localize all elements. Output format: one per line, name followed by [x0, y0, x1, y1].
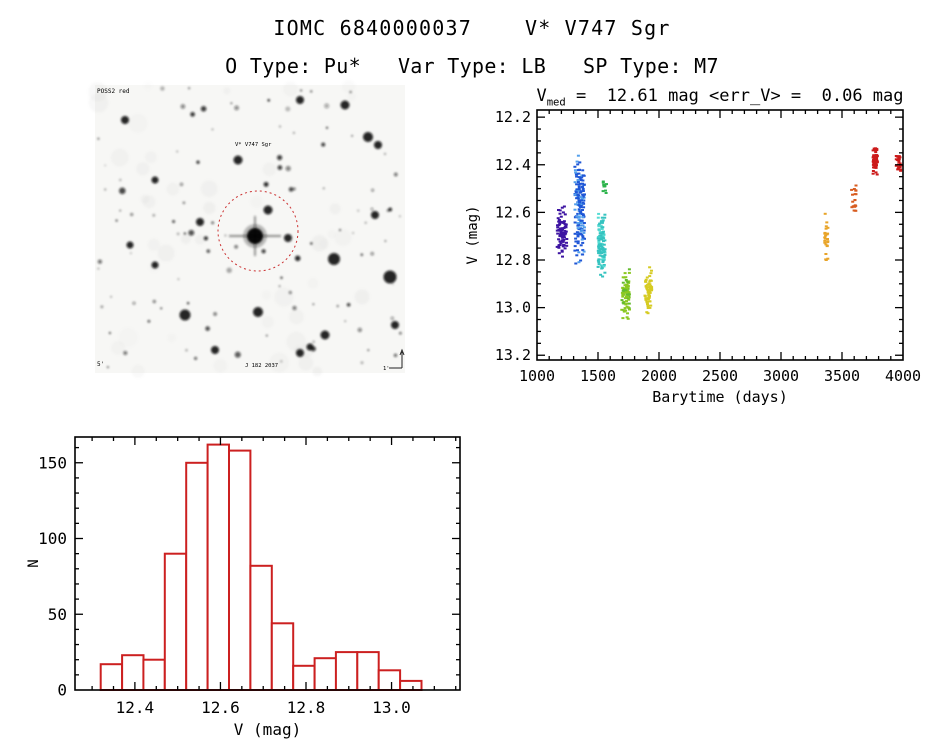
- histogram-axes: [74, 436, 461, 691]
- histogram-bar: [163, 552, 188, 691]
- histogram-bar: [356, 651, 380, 692]
- vmed-value-text: = 12.61 mag <err_V> = 0.06 mag: [565, 86, 904, 106]
- lc-x-tick-label: 2000: [641, 367, 677, 385]
- lc-y-axis-label: V (mag): [465, 205, 481, 264]
- histogram-bar: [313, 657, 338, 691]
- chart-scale-left-label: 5': [97, 361, 104, 368]
- lc-cluster-epoch-7: [850, 184, 858, 212]
- compass-icon: [389, 348, 405, 369]
- hist-y-tick-label: 100: [38, 529, 67, 548]
- histogram-bar: [206, 443, 231, 691]
- lc-y-tick-label: 12.8: [495, 251, 531, 269]
- lc-cluster-epoch-6: [823, 212, 830, 261]
- histogram-bar: [185, 461, 209, 691]
- page-subtitle: O Type: Pu* Var Type: LB SP Type: M7: [225, 54, 719, 78]
- histogram-bar: [228, 449, 252, 691]
- vmed-symbol: V: [536, 86, 547, 106]
- lc-cluster-epoch-3b: [601, 180, 608, 194]
- lc-cluster-epoch-5: [643, 266, 654, 315]
- lc-x-tick-label: 4000: [885, 367, 921, 385]
- histogram-bar: [270, 622, 295, 691]
- hist-x-tick-label: 12.8: [287, 698, 326, 717]
- lc-y-tick-label: 12.6: [495, 203, 531, 221]
- vmed-subscript: med: [546, 96, 566, 109]
- hist-y-axis-label: N: [26, 559, 42, 567]
- lc-x-tick-label: 2500: [702, 367, 738, 385]
- hist-y-tick-label: 0: [57, 681, 67, 700]
- lightcurve-axes: [536, 109, 904, 361]
- lc-cluster-epoch-2: [573, 154, 586, 265]
- histogram-bars: [99, 443, 423, 692]
- histogram-bar: [399, 679, 423, 691]
- lc-y-tick-label: 13.0: [495, 299, 531, 317]
- histogram-plot: 12.4 12.6 12.8 13.0 0 50 100 150 V (mag) N: [26, 436, 461, 739]
- page-title: IOMC 6840000037 V* V747 Sgr: [273, 16, 671, 40]
- chart-scale-right-label: 1': [383, 366, 390, 372]
- lc-y-tick-label: 12.4: [495, 156, 531, 174]
- hist-x-tick-label: 12.4: [116, 698, 155, 717]
- target-star: [229, 216, 281, 256]
- hist-x-tick-label: 12.6: [201, 698, 240, 717]
- lc-y-tick-label: 13.2: [495, 346, 531, 364]
- chart-star-name-label: V* V747 Sgr: [235, 142, 272, 148]
- histogram-bar: [334, 651, 359, 692]
- finding-chart-image: POSS2 red V* V747 Sgr 5' J 182 2037 1': [88, 80, 405, 378]
- lc-cluster-epoch-9: [894, 155, 903, 172]
- lc-cluster-epoch-3: [596, 212, 607, 278]
- target-circle: [217, 190, 299, 272]
- chart-survey-label: POSS2 red: [97, 88, 130, 95]
- lc-x-tick-label: 1000: [519, 367, 555, 385]
- lightcurve-stats-title: Vmed = 12.61 mag <err_V> = 0.06 mag: [480, 86, 944, 108]
- lc-x-tick-label: 1500: [580, 367, 616, 385]
- hist-y-tick-label: 50: [48, 605, 67, 624]
- star-field: [97, 86, 402, 368]
- lc-cluster-epoch-8: [871, 147, 879, 176]
- histogram-bar: [292, 664, 316, 692]
- histogram-bar: [99, 663, 124, 691]
- histogram-bar: [121, 654, 145, 691]
- lc-x-axis-label: Barytime (days): [652, 388, 787, 406]
- lc-cluster-epoch-4: [620, 268, 631, 320]
- lc-x-tick-label: 3500: [824, 367, 860, 385]
- histogram-bar: [142, 658, 166, 691]
- lc-y-tick-label: 12.2: [495, 108, 531, 126]
- lightcurve-plot: 1000 1500 2000 2500 3000 3500 4000 12.2 12.4 12.6…: [465, 108, 921, 406]
- hist-y-tick-label: 150: [38, 453, 67, 472]
- histogram-bar: [377, 669, 402, 692]
- histogram-bar: [249, 564, 273, 691]
- hist-x-axis-label: V (mag): [234, 720, 301, 739]
- hist-x-tick-label: 13.0: [372, 698, 411, 717]
- background-noise: [88, 80, 370, 378]
- chart-coords-label: J 182 2037: [245, 363, 278, 369]
- lc-x-tick-label: 3000: [763, 367, 799, 385]
- lc-cluster-epoch-1: [555, 205, 569, 258]
